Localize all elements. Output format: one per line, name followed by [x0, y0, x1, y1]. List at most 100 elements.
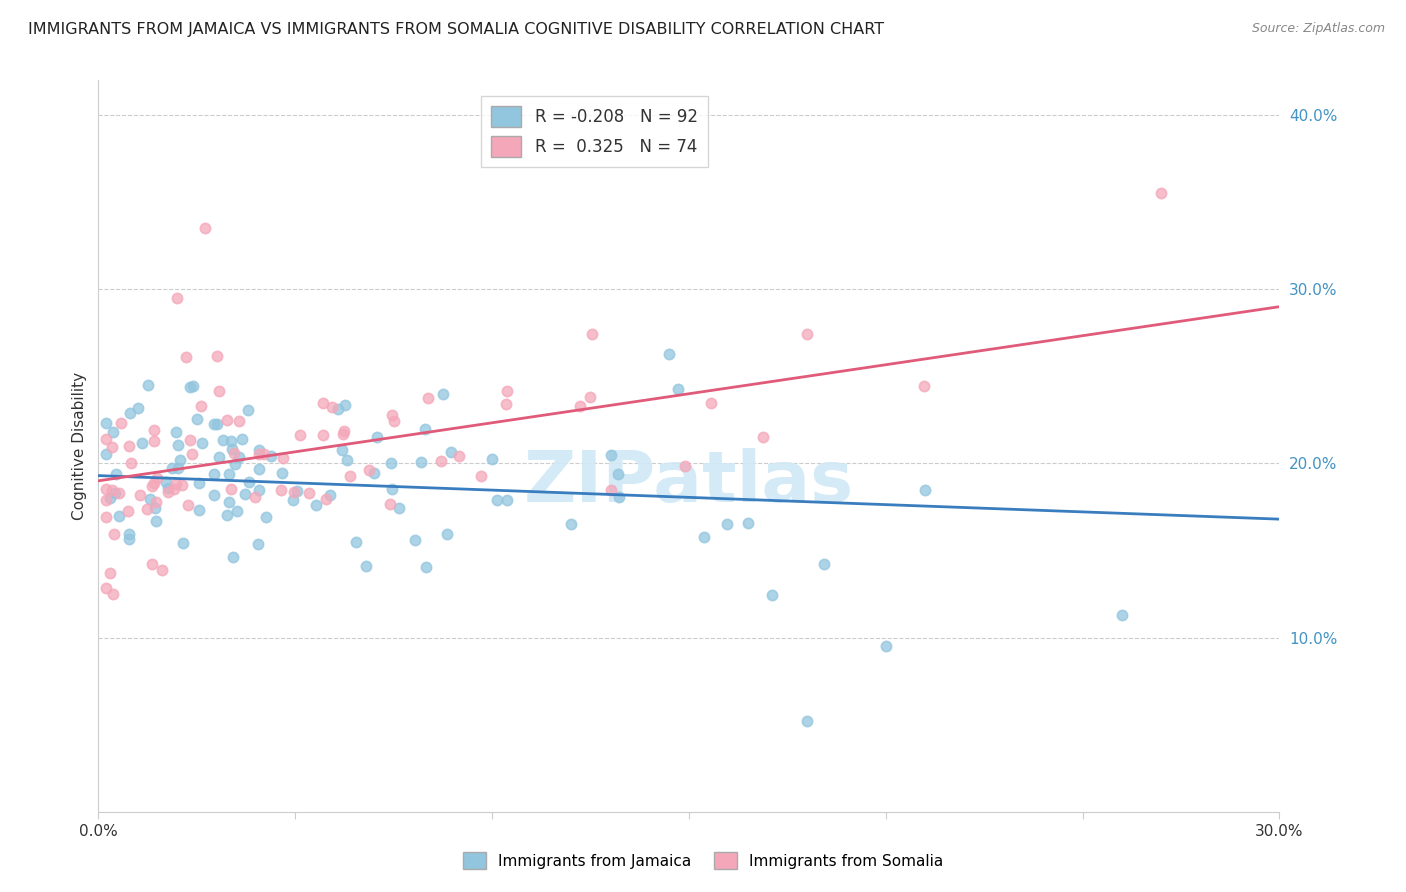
Point — [440, 444, 463, 458]
Point — [357, 463, 380, 477]
Point — [796, 714, 818, 728]
Point — [96, 510, 118, 524]
Point — [243, 491, 266, 505]
Point — [666, 382, 689, 396]
Point — [135, 502, 157, 516]
Point — [108, 486, 131, 500]
Point — [813, 557, 835, 571]
Point — [332, 424, 354, 438]
Point — [172, 478, 194, 492]
Point — [142, 434, 165, 449]
Point — [120, 407, 142, 421]
Point — [131, 435, 153, 450]
Point — [247, 483, 270, 497]
Point — [270, 483, 292, 497]
Point — [481, 451, 503, 466]
Point — [166, 291, 188, 305]
Point — [96, 493, 118, 508]
Point — [247, 461, 270, 475]
Point — [96, 482, 118, 496]
Point — [339, 469, 361, 483]
Point — [194, 221, 217, 235]
Point — [142, 476, 165, 491]
Point — [96, 581, 118, 595]
Point — [186, 412, 208, 426]
Point — [120, 456, 142, 470]
Point — [658, 347, 681, 361]
Point — [181, 378, 204, 392]
Point — [219, 482, 242, 496]
Point — [388, 500, 411, 515]
Point — [191, 436, 214, 450]
Point — [143, 423, 166, 437]
Point — [207, 349, 229, 363]
Point — [332, 427, 354, 442]
Point — [218, 495, 240, 509]
Point — [136, 377, 159, 392]
Point — [145, 495, 167, 509]
Point — [96, 432, 118, 446]
Point — [238, 475, 260, 489]
Point — [225, 504, 247, 518]
Point — [139, 491, 162, 506]
Point — [271, 451, 294, 466]
Point — [486, 492, 509, 507]
Point — [254, 510, 277, 524]
Point — [737, 516, 759, 530]
Point — [330, 442, 353, 457]
Point — [98, 566, 121, 581]
Point — [145, 514, 167, 528]
Point — [202, 467, 225, 481]
Point — [103, 527, 125, 541]
Point — [238, 403, 260, 417]
Point — [312, 428, 335, 442]
Point — [470, 469, 492, 483]
Point — [167, 437, 190, 451]
Point — [429, 453, 451, 467]
Point — [127, 401, 149, 416]
Point — [411, 455, 433, 469]
Point — [190, 399, 212, 413]
Point — [305, 499, 328, 513]
Point — [290, 427, 312, 442]
Point — [283, 485, 305, 500]
Point — [285, 484, 308, 499]
Point — [224, 445, 246, 459]
Point — [326, 402, 349, 417]
Point — [751, 430, 773, 444]
Point — [366, 430, 388, 444]
Point — [212, 433, 235, 447]
Point — [118, 532, 141, 546]
Point — [100, 441, 122, 455]
Point — [1150, 186, 1173, 201]
Point — [336, 453, 359, 467]
Point — [344, 535, 367, 549]
Point — [381, 483, 404, 497]
Point — [174, 350, 197, 364]
Point — [221, 434, 243, 448]
Point — [333, 398, 356, 412]
Point — [319, 488, 342, 502]
Point — [143, 501, 166, 516]
Point — [103, 425, 125, 440]
Point — [384, 414, 406, 428]
Point — [208, 384, 231, 399]
Point — [96, 447, 118, 461]
Point — [432, 387, 454, 401]
Point — [447, 450, 470, 464]
Point — [155, 475, 177, 489]
Point — [179, 434, 201, 448]
Point — [298, 486, 321, 500]
Point — [568, 399, 591, 413]
Point — [363, 466, 385, 480]
Point — [150, 563, 173, 577]
Point — [118, 440, 141, 454]
Point — [222, 549, 245, 564]
Point — [221, 442, 243, 456]
Point — [104, 486, 127, 500]
Point — [118, 527, 141, 541]
Point — [103, 587, 125, 601]
Point — [560, 516, 582, 531]
Point — [217, 413, 239, 427]
Point — [104, 467, 127, 481]
